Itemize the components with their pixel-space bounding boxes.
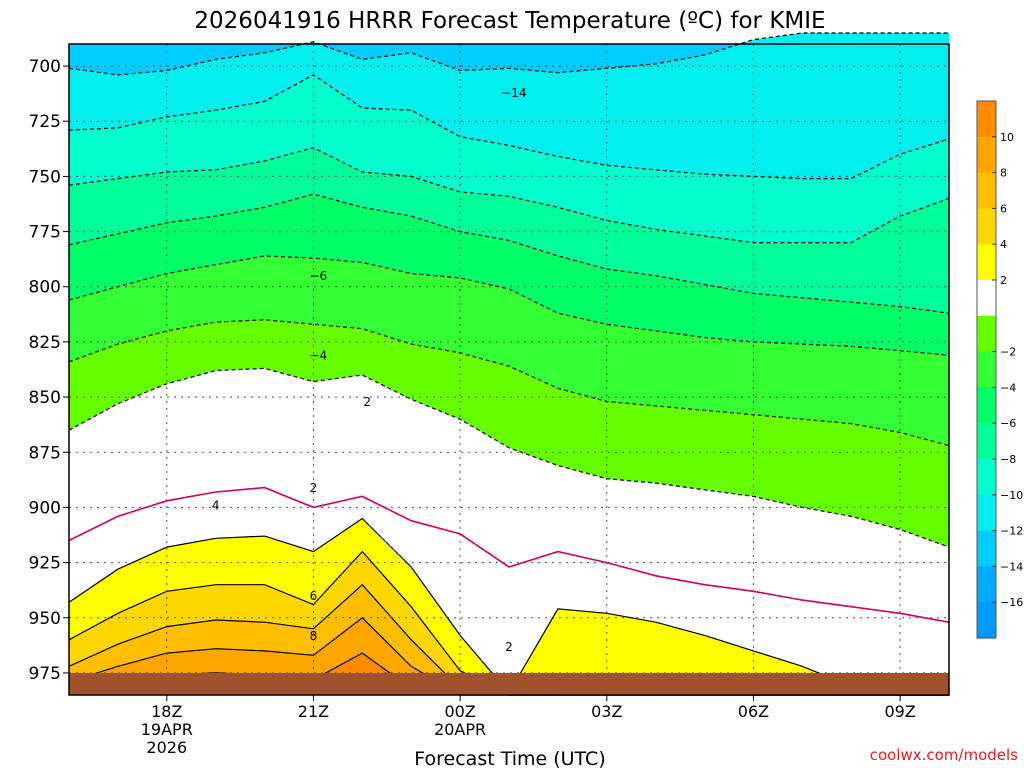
y-tick-label: 825: [29, 333, 61, 353]
legend-label: 8: [1000, 167, 1007, 180]
x-tick-label: 19APR: [141, 720, 193, 739]
x-tick-label: 09Z: [884, 702, 915, 721]
legend-label: 4: [1000, 238, 1007, 251]
contour-label: −14: [501, 86, 526, 100]
x-tick-label: 18Z: [151, 702, 182, 721]
legend-swatch: [977, 459, 996, 496]
x-tick-label: 2026: [146, 738, 187, 757]
y-tick-label: 700: [29, 57, 61, 77]
legend-label: −2: [1000, 346, 1016, 359]
legend-label: 2: [1000, 274, 1007, 287]
x-tick-label: 06Z: [738, 702, 769, 721]
legend-label: −14: [1000, 560, 1023, 573]
legend-label: 6: [1000, 202, 1007, 215]
legend-label: −6: [1000, 417, 1016, 430]
y-tick-label: 800: [29, 278, 61, 298]
contour-label: −6: [309, 269, 327, 283]
legend-swatch: [977, 566, 996, 603]
y-tick-label: 750: [29, 167, 61, 187]
chart-title: 2026041916 HRRR Forecast Temperature (ºC…: [194, 8, 825, 34]
isotherm--4: [68, 319, 950, 447]
isotherm--14: [68, 32, 949, 76]
legend-label: −8: [1000, 453, 1016, 466]
legend-swatch: [977, 136, 996, 174]
color-legend: 10 8 6 4 2 −2 −4 −6 −8 −10 −12 −14 −16: [976, 100, 1023, 639]
y-tick-label: 925: [29, 554, 61, 574]
y-tick-label: 975: [29, 664, 61, 684]
x-axis-label: Forecast Time (UTC): [414, 748, 605, 768]
legend-swatch: [977, 602, 996, 639]
legend-swatch: [977, 208, 996, 245]
plot-frame: [68, 43, 950, 696]
y-axis: 700 725 750 775 800 825 850 875 900 925 950 975: [29, 57, 69, 684]
legend-swatch: [977, 423, 996, 460]
isotherm-0: [68, 486, 950, 623]
contour-label: −4: [309, 349, 327, 363]
legend-swatch: [977, 530, 996, 567]
contour-label: 2: [505, 640, 513, 654]
contour-label: 8: [310, 629, 318, 643]
legend-swatch: [977, 494, 996, 532]
isotherm--12: [68, 74, 950, 180]
contour-label: 6: [310, 589, 318, 603]
legend-swatch: [977, 387, 996, 424]
legend-swatch: [977, 101, 996, 138]
legend-label: 10: [1000, 131, 1014, 144]
credit-text: coolwx.com/models: [870, 746, 1018, 764]
ground-surface: [69, 673, 949, 695]
contour-label: 2: [310, 481, 318, 495]
legend-swatch: [977, 244, 996, 281]
x-tick-label: 21Z: [298, 702, 329, 721]
legend-label: −16: [1000, 596, 1023, 609]
legend-frame: [976, 100, 997, 639]
temperature-fill: [69, 33, 949, 695]
isotherm--10: [68, 147, 950, 244]
y-tick-label: 900: [29, 498, 61, 518]
x-tick-label: 00Z: [444, 702, 475, 721]
legend-swatch: [977, 315, 996, 353]
y-tick-label: 775: [29, 223, 61, 243]
x-tick-label: 20APR: [434, 720, 486, 739]
legend-swatch: [977, 172, 996, 209]
isotherm--8: [68, 193, 950, 314]
y-tick-label: 725: [29, 112, 61, 132]
x-tick-label: 03Z: [591, 702, 622, 721]
legend-swatch: [977, 280, 996, 317]
legend-label: −4: [1000, 381, 1016, 394]
y-tick-label: 950: [29, 609, 61, 629]
contour-label: 4: [212, 499, 220, 513]
contour-label: 2: [363, 395, 371, 409]
isotherm--6: [68, 255, 950, 356]
contour-labels: −14 −6 −4 2 2 4 6 8 2: [212, 86, 527, 654]
legend-label: −12: [1000, 525, 1023, 538]
legend-label: −10: [1000, 489, 1023, 502]
y-tick-label: 850: [29, 388, 61, 408]
isotherm--2: [68, 367, 950, 548]
y-tick-label: 875: [29, 443, 61, 463]
legend-swatch: [977, 351, 996, 388]
